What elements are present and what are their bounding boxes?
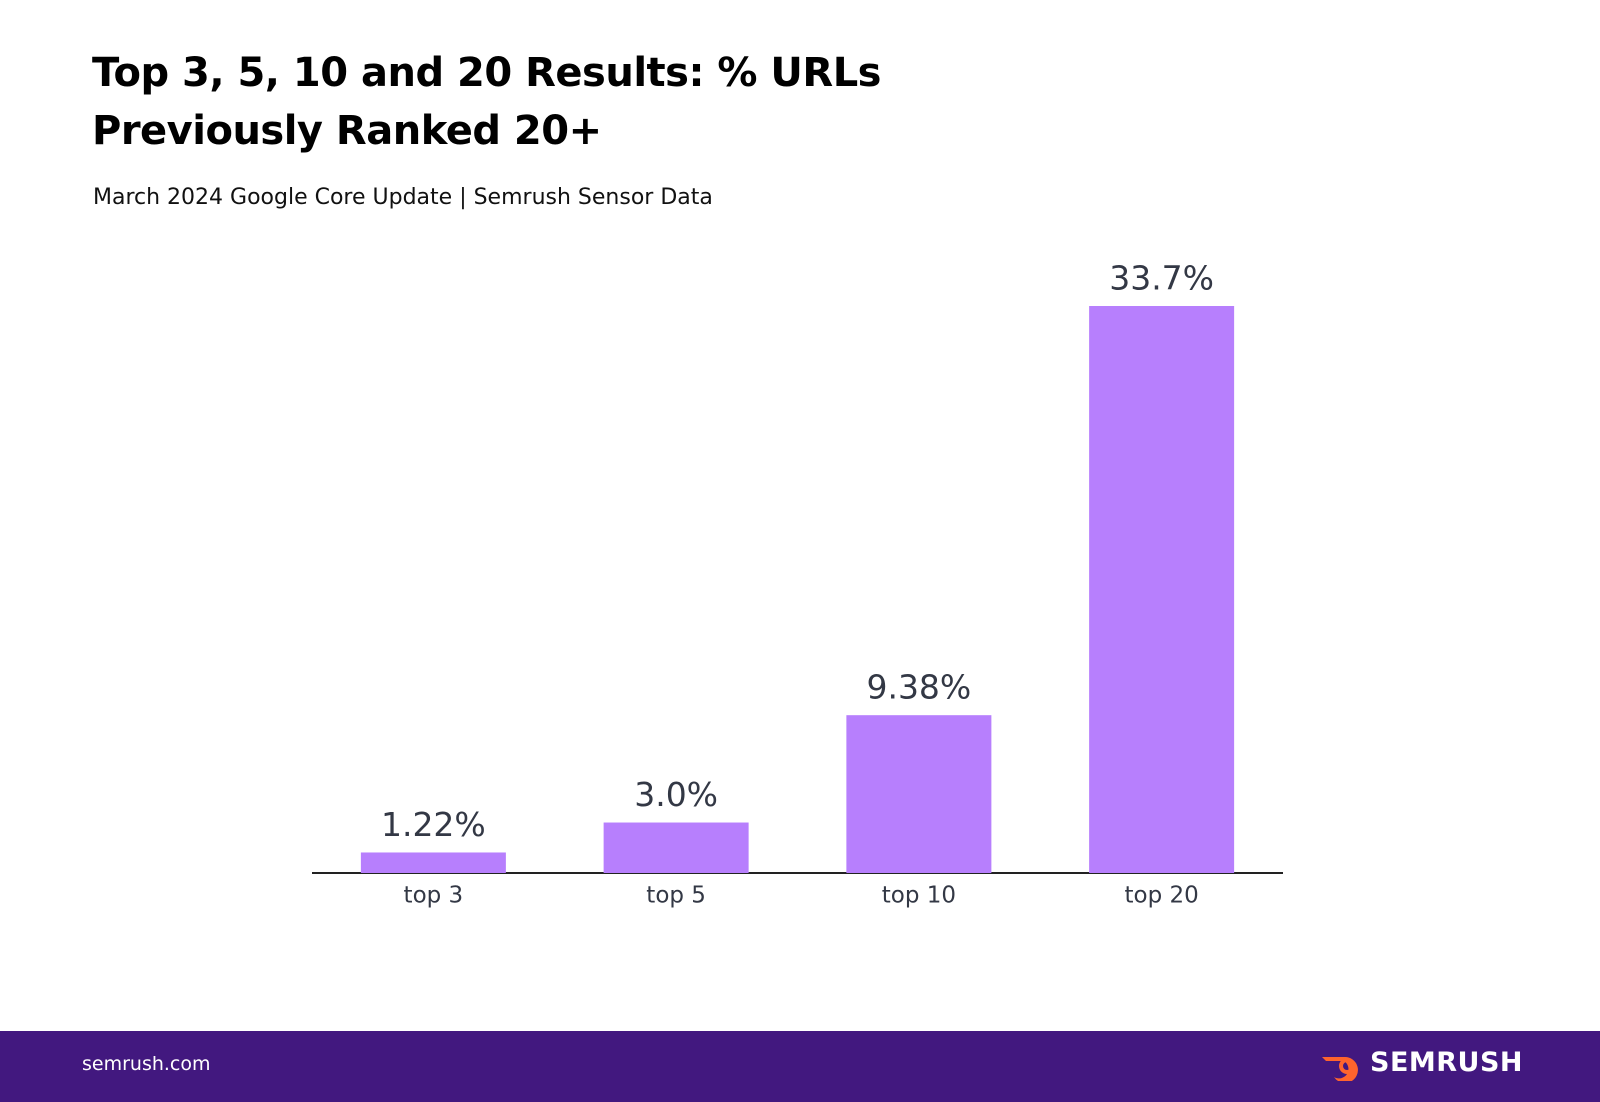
x-tick-label: top 5	[646, 883, 706, 909]
logo-icon	[1322, 1056, 1358, 1081]
footer: semrush.com SEMRUSH	[0, 1031, 1600, 1102]
bar	[603, 822, 749, 873]
x-tick-label: top 10	[882, 883, 956, 909]
value-label: 1.22%	[381, 805, 486, 844]
chart-subtitle: March 2024 Google Core Update | Semrush …	[93, 185, 713, 210]
value-label: 3.0%	[634, 775, 718, 814]
footer-brand: SEMRUSH	[1370, 1047, 1524, 1078]
chart: 1.22% top 3 3.0% top 5 9.38% top 10 33.7% top 2…	[312, 259, 1283, 909]
bar	[846, 715, 992, 873]
value-label: 33.7%	[1109, 259, 1214, 298]
x-tick-label: top 20	[1124, 883, 1198, 909]
value-label: 9.38%	[866, 668, 971, 707]
x-tick-label: top 3	[404, 883, 464, 909]
bar	[1089, 306, 1235, 873]
footer-site: semrush.com	[82, 1053, 211, 1075]
chart-title: Top 3, 5, 10 and 20 Results: % URLs Prev…	[92, 50, 881, 154]
bar	[360, 852, 506, 873]
